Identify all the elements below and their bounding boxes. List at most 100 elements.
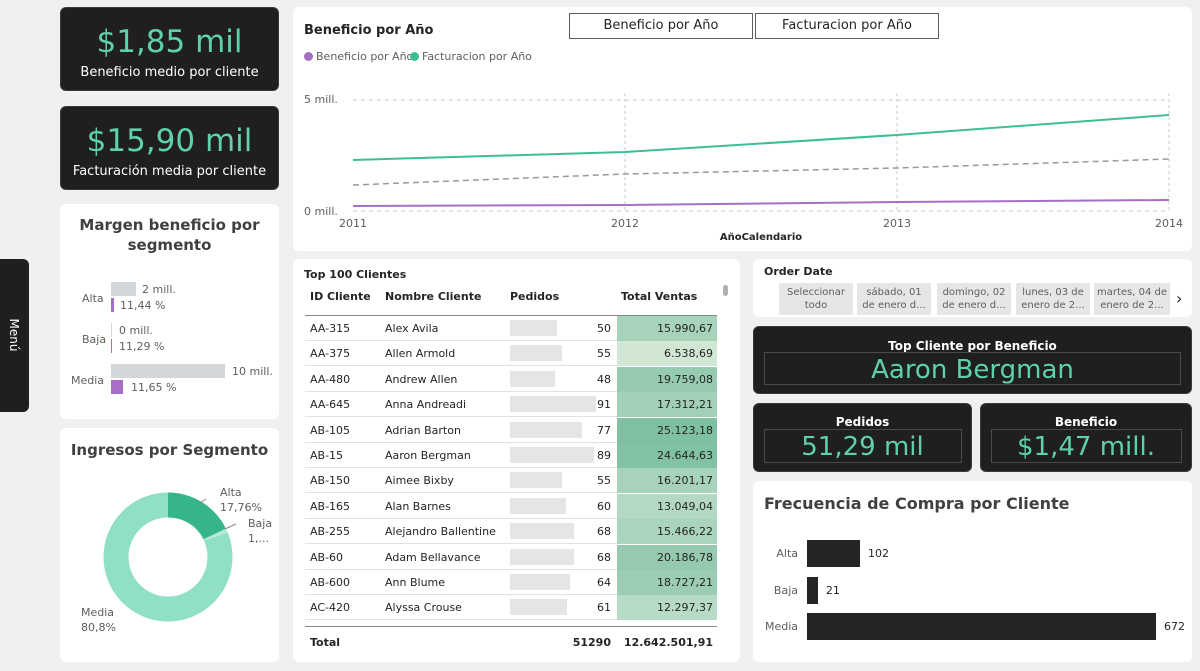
cell-id-cliente: AB-255 <box>310 525 351 539</box>
table-row[interactable]: AB-105 Adrian Barton 77 25.123,18 <box>305 417 717 443</box>
slicer-item-line1: sábado, 01 <box>866 287 922 298</box>
margin-row-baja-value-bar <box>111 323 112 337</box>
table-title: Top 100 Clientes <box>304 268 407 281</box>
table-row[interactable]: AC-420 Alyssa Crouse 61 12.297,37 <box>305 595 717 621</box>
table-row[interactable]: AB-60 Adam Bellavance 68 20.186,78 <box>305 544 717 570</box>
table-footer: Total 51290 12.642.501,91 <box>305 626 717 656</box>
legend-beneficio: Beneficio por Año <box>304 50 413 63</box>
th-nombre-cliente[interactable]: Nombre Cliente <box>385 290 482 303</box>
tab-facturacion-por-ano[interactable]: Facturacion por Año <box>755 13 939 39</box>
cell-id-cliente: AC-420 <box>310 601 350 615</box>
slicer-item-line2: de enero d... <box>862 300 926 311</box>
cell-pedidos-bar <box>510 548 574 565</box>
slicer-next-chevron-icon[interactable]: › <box>1176 289 1183 308</box>
cell-pedidos-bar <box>510 447 594 463</box>
freq-row-value: 102 <box>867 547 889 560</box>
freq-chart-title: Frecuencia de Compra por Cliente <box>764 494 1070 513</box>
y-tick-0: 0 mill. <box>304 205 338 218</box>
cell-total-ventas: 17.312,21 <box>617 392 717 418</box>
margin-chart-title-line2: segmento <box>127 236 212 254</box>
table-row[interactable]: AA-375 Allen Armold 55 6.538,69 <box>305 341 717 367</box>
donut-label-media-name: Media <box>81 606 115 619</box>
table-row[interactable]: AB-255 Alejandro Ballentine 68 15.466,22 <box>305 519 717 545</box>
kpi-facturacion-media-card: $15,90 mil Facturación media por cliente <box>60 106 279 190</box>
margin-row-alta-pct: 11,44 % <box>120 299 166 312</box>
table-row[interactable]: AA-480 Andrew Allen 48 19.759,08 <box>305 366 717 392</box>
table-row[interactable]: AA-645 Anna Andreadi 91 17.312,21 <box>305 392 717 418</box>
freq-row-value: 21 <box>825 584 840 597</box>
cell-pedidos-bar <box>510 345 562 362</box>
menu-label: Menú <box>7 318 21 352</box>
kpi-beneficio-medio-value: $1,85 mil <box>96 24 243 60</box>
top-cliente-card: Top Cliente por Beneficio Aaron Bergman <box>753 326 1192 394</box>
legend-facturacion-dot <box>410 52 419 61</box>
table-row[interactable]: AB-165 Alan Barnes 60 13.049,04 <box>305 493 717 519</box>
kpi-facturacion-media-value: $15,90 mil <box>86 123 253 159</box>
table-row[interactable]: AB-150 Aimee Bixby 55 16.201,17 <box>305 468 717 494</box>
donut-label-media-pct: 80,8% <box>81 621 116 634</box>
menu-button[interactable]: Menú <box>0 259 29 412</box>
donut-chart <box>103 492 237 622</box>
cell-pedidos-bar <box>510 574 571 590</box>
cell-nombre-cliente: Alejandro Ballentine <box>385 525 496 539</box>
top-cliente-title: Top Cliente por Beneficio <box>888 339 1057 353</box>
slicer-item[interactable]: lunes, 03 de enero de 2... <box>1016 283 1090 315</box>
table-row[interactable]: AB-600 Ann Blume 64 18.727,21 <box>305 570 717 595</box>
kpi-beneficio-medio-label: Beneficio medio por cliente <box>80 65 259 80</box>
th-id-cliente[interactable]: ID Cliente <box>310 290 371 303</box>
cell-id-cliente: AB-105 <box>310 423 351 437</box>
slicer-item-line2: de enero d... <box>942 300 1006 311</box>
tab-beneficio-por-ano[interactable]: Beneficio por Año <box>569 13 753 39</box>
x-axis-label: AñoCalendario <box>720 232 802 243</box>
cell-total-ventas: 20.186,78 <box>617 544 717 570</box>
cell-pedidos: 68 <box>597 525 611 539</box>
table-header-line <box>305 315 717 316</box>
cell-pedidos-bar <box>510 421 583 438</box>
margin-row-media-segment: Media <box>71 374 105 387</box>
margin-row-media-value-bar <box>111 364 225 378</box>
kpi-beneficio-medio-card: $1,85 mil Beneficio medio por cliente <box>60 7 279 91</box>
cell-total-ventas: 19.759,08 <box>617 366 717 392</box>
cell-total-ventas: 6.538,69 <box>617 341 717 367</box>
th-pedidos[interactable]: Pedidos <box>510 290 560 303</box>
cell-pedidos-bar <box>510 523 574 540</box>
cell-pedidos: 89 <box>597 449 611 462</box>
cell-nombre-cliente: Alyssa Crouse <box>385 601 462 615</box>
cell-nombre-cliente: Alan Barnes <box>385 499 451 513</box>
cell-nombre-cliente: Andrew Allen <box>385 372 458 386</box>
slicer-item-line1: domingo, 02 <box>942 287 1006 298</box>
slicer-item[interactable]: martes, 04 de enero de 2... <box>1094 283 1170 315</box>
table-scrollbar[interactable] <box>723 285 728 296</box>
cell-id-cliente: AB-15 <box>310 449 344 462</box>
cell-id-cliente: AB-60 <box>310 550 344 564</box>
slicer-item-line1: lunes, 03 de <box>1022 287 1084 298</box>
beneficio-title: Beneficio <box>1054 415 1118 429</box>
legend-beneficio-dot <box>304 52 313 61</box>
cell-pedidos-bar <box>510 370 556 387</box>
cell-nombre-cliente: Ann Blume <box>385 576 446 589</box>
pedidos-box <box>764 429 962 463</box>
cell-pedidos: 77 <box>597 423 611 437</box>
cell-pedidos: 68 <box>597 550 611 564</box>
freq-row-bar <box>807 613 1156 640</box>
slicer-item[interactable]: Seleccionar todo <box>779 283 853 315</box>
x-tick-2012: 2012 <box>611 217 639 230</box>
slicer-item[interactable]: sábado, 01 de enero d... <box>857 283 931 315</box>
line-beneficio <box>352 199 1170 207</box>
cell-nombre-cliente: Allen Armold <box>385 347 456 361</box>
pedidos-card: Pedidos 51,29 mil <box>753 403 972 472</box>
th-total-ventas[interactable]: Total Ventas <box>621 290 698 303</box>
pedidos-value: 51,29 mil <box>801 432 924 462</box>
donut-label-alta-pct: 17,76% <box>220 501 262 514</box>
line-chart-card: Beneficio por Año Beneficio por Año Fact… <box>293 7 1192 251</box>
pedidos-title: Pedidos <box>835 415 890 429</box>
x-tick-2011: 2011 <box>339 217 367 230</box>
table-row[interactable]: AA-315 Alex Avila 50 15.990,67 <box>305 316 717 341</box>
slicer-item[interactable]: domingo, 02 de enero d... <box>937 283 1011 315</box>
table-row[interactable]: AB-15 Aaron Bergman 89 24.644,63 <box>305 443 717 468</box>
slicer-item-line2: todo <box>804 300 828 311</box>
cell-nombre-cliente: Adam Bellavance <box>385 550 481 564</box>
margin-row-baja-pct: 11,29 % <box>119 340 165 353</box>
x-tick-2013: 2013 <box>883 217 911 230</box>
footer-total-label: Total <box>310 636 341 649</box>
